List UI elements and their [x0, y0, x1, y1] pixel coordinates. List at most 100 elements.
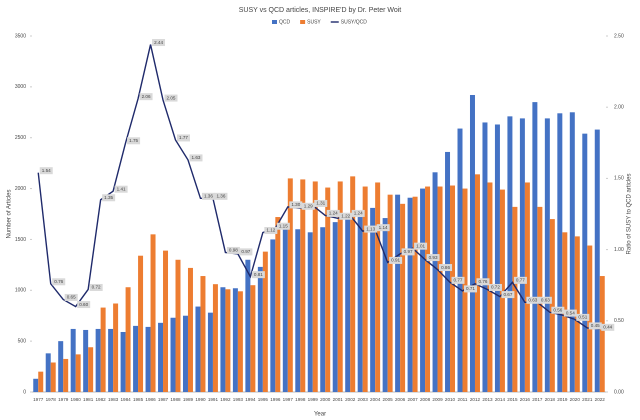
bar	[113, 303, 119, 392]
x-tick-label: 1997	[283, 397, 294, 402]
data-label-box	[351, 209, 365, 217]
data-label: 2.44	[154, 40, 163, 45]
data-label-box	[314, 199, 328, 207]
data-label-box	[439, 264, 453, 272]
bar	[95, 328, 101, 392]
data-label: 1.36	[204, 194, 213, 199]
bar	[100, 307, 106, 392]
data-label-box	[563, 309, 577, 317]
bar	[494, 124, 500, 393]
bar	[225, 289, 231, 392]
y-tick-label: 500	[18, 338, 27, 344]
bar	[587, 245, 593, 392]
data-label-box	[526, 296, 540, 304]
data-label: 2.06	[142, 94, 151, 99]
data-label-box	[77, 301, 91, 309]
data-label-box	[488, 283, 502, 291]
x-tick-label: 1998	[295, 397, 306, 402]
line	[37, 44, 600, 331]
data-label-box	[152, 39, 166, 47]
data-label: 1.12	[266, 228, 275, 233]
bar	[275, 217, 281, 392]
bar	[45, 353, 51, 392]
x-tick-label: 1990	[195, 397, 206, 402]
legend-label: SUSY	[307, 19, 321, 25]
data-label: 1.63	[192, 155, 201, 160]
x-tick-label: 1996	[270, 397, 281, 402]
bar	[212, 284, 218, 392]
bar	[362, 186, 368, 392]
x-tick-label: 1980	[71, 397, 82, 402]
bar	[83, 329, 89, 392]
data-label: 1.36	[216, 194, 225, 199]
bar	[150, 234, 156, 392]
data-label-box	[127, 137, 141, 145]
bar	[325, 187, 331, 392]
bar	[499, 189, 505, 392]
bar	[145, 326, 151, 392]
data-label: 1.77	[179, 135, 188, 140]
bar	[350, 176, 356, 392]
data-label-box	[89, 283, 103, 291]
data-label: 0.72	[92, 285, 101, 290]
bar	[407, 197, 413, 392]
data-label: 0.45	[591, 323, 600, 328]
bar	[133, 325, 139, 392]
x-tick-label: 2018	[545, 397, 556, 402]
data-label-box	[214, 192, 228, 200]
data-label-box	[164, 94, 178, 102]
data-label: 0.63	[541, 298, 550, 303]
data-label-box	[264, 227, 278, 235]
bar	[257, 266, 263, 392]
data-label-box	[551, 306, 565, 314]
data-label: 0.77	[454, 278, 463, 283]
bar	[282, 227, 288, 392]
data-label: 0.97	[404, 249, 413, 254]
bar	[482, 122, 488, 392]
data-label-box	[114, 185, 128, 193]
chart-title: SUSY vs QCD articles, INSPIRE'D by Dr. P…	[239, 7, 402, 14]
x-tick-label: 2021	[582, 397, 593, 402]
x-tick-label: 1981	[83, 397, 94, 402]
x-tick-label: 1987	[158, 397, 169, 402]
bar	[262, 251, 268, 392]
data-label-box	[451, 276, 465, 284]
bar	[120, 331, 126, 392]
x-tick-label: 1985	[133, 397, 144, 402]
y-tick-label: 1000	[15, 288, 26, 294]
bar	[387, 194, 393, 392]
y-tick-label: 0	[23, 389, 26, 395]
bar	[300, 179, 306, 392]
data-label-box	[226, 246, 240, 254]
x-axis-label: Year	[314, 412, 326, 418]
data-label: 1.29	[304, 204, 313, 209]
bar	[332, 222, 338, 392]
y2-tick-label: 2.00	[614, 105, 624, 111]
data-label-box	[339, 212, 353, 220]
x-tick-label: 1994	[245, 397, 256, 402]
bar	[138, 255, 144, 392]
x-tick-label: 2022	[595, 397, 606, 402]
x-tick-label: 2019	[557, 397, 568, 402]
bar	[75, 354, 81, 392]
x-tick-label: 2014	[495, 397, 506, 402]
x-tick-label: 2001	[333, 397, 344, 402]
data-label-box	[464, 285, 477, 293]
y-tick-label: 2500	[15, 135, 26, 141]
bar	[312, 181, 318, 392]
x-tick-label: 1984	[120, 397, 131, 402]
bar	[163, 250, 169, 392]
data-label-box	[239, 248, 253, 256]
bar	[320, 227, 326, 392]
bar	[170, 317, 176, 392]
bar	[437, 186, 443, 392]
data-label-box	[414, 242, 428, 250]
x-tick-label: 2017	[532, 397, 543, 402]
data-label-box	[201, 192, 215, 200]
bar	[207, 312, 213, 392]
x-tick-label: 2004	[370, 397, 381, 402]
y-tick-label: 3500	[15, 33, 26, 39]
data-label-box	[376, 224, 390, 232]
data-label-box	[364, 225, 378, 233]
